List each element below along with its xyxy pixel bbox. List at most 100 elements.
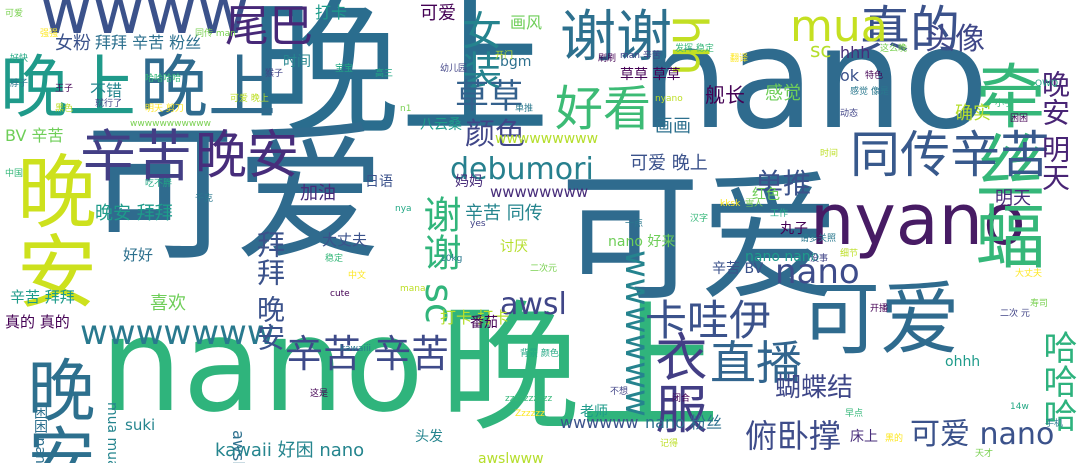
- cloud-word: 真的: [860, 1, 960, 59]
- cloud-word: 闭合: [672, 394, 691, 404]
- cloud-word: 老师: [580, 404, 608, 420]
- cloud-word: yes: [470, 219, 486, 229]
- cloud-word: nano nano: [745, 249, 820, 265]
- cloud-word: 明天: [995, 188, 1031, 209]
- cloud-word: 就行了: [95, 99, 123, 109]
- cloud-word: 二次元: [530, 264, 558, 274]
- cloud-word: 直播: [710, 336, 802, 390]
- cloud-word: wwwwwwww: [490, 183, 589, 201]
- cloud-word: 千克: [195, 194, 214, 204]
- cloud-word: 天才: [975, 449, 994, 459]
- cloud-word: 发挥 稳定: [675, 44, 714, 54]
- cloud-word: QWQ: [1035, 79, 1059, 89]
- cloud-word: 宝宝: [335, 64, 354, 74]
- cloud-word: 早点: [845, 409, 864, 419]
- cloud-word: 黑的: [885, 434, 904, 444]
- cloud-word: nano: [640, 0, 989, 161]
- cloud-word: 哈哈哈: [1037, 330, 1077, 432]
- cloud-word: kksk: [720, 199, 741, 209]
- cloud-word: 刷刷: [598, 54, 617, 64]
- cloud-word: 辛苦 拜拜: [10, 288, 75, 306]
- cloud-word: 晚上: [440, 288, 721, 451]
- cloud-word: 床上: [850, 429, 878, 445]
- cloud-word: 请多关照: [800, 234, 837, 244]
- cloud-word: 可爱 nano: [910, 417, 1055, 452]
- cloud-word: 好好: [123, 246, 154, 264]
- cloud-word: 可爱: [85, 108, 386, 282]
- cloud-word: 头像: [925, 22, 985, 57]
- cloud-word: sc: [810, 38, 832, 62]
- cloud-word: 头发: [415, 429, 443, 445]
- cloud-word: 强强: [40, 29, 59, 39]
- cloud-word: 困困: [1010, 114, 1029, 124]
- cloud-word: 真的 真的: [5, 313, 70, 331]
- cloud-word: 汉字: [690, 214, 709, 224]
- cloud-word: 10kg: [440, 254, 463, 264]
- cloud-word: 翻译: [730, 54, 749, 64]
- cloud-word: 14w: [1010, 402, 1029, 412]
- cloud-word: BV 辛苦: [5, 126, 64, 145]
- cloud-word: 草草: [455, 77, 523, 117]
- cloud-word: 小手: [995, 99, 1014, 109]
- cloud-word: nyano: [655, 94, 683, 104]
- cloud-word: 晚安 拜拜: [95, 203, 173, 224]
- cloud-word: 困困 nano: [32, 405, 48, 463]
- cloud-word: 加油: [300, 183, 336, 204]
- cloud-word: 拜拜 辛苦 粉丝: [95, 33, 202, 52]
- cloud-word: 晚安 明天: [1038, 70, 1071, 191]
- cloud-word: 晚上: [250, 0, 551, 157]
- cloud-word: 工作: [770, 209, 789, 219]
- cloud-word: ohhh: [945, 354, 981, 370]
- cloud-word: 俯卧撑: [745, 417, 842, 455]
- cloud-word: nano 粉丝: [645, 413, 722, 432]
- cloud-word: 辛苦 辛苦: [285, 332, 450, 376]
- cloud-word: 中文: [348, 271, 367, 281]
- cloud-word: 这么晚: [880, 44, 908, 54]
- cloud-word: mana: [400, 284, 426, 294]
- cloud-word: 辛苦: [950, 126, 1050, 184]
- cloud-word: 特色: [865, 71, 884, 81]
- cloud-word: 女粉: [55, 33, 91, 54]
- cloud-word: 可爱: [420, 3, 456, 24]
- cloud-word: nano: [775, 252, 860, 292]
- cloud-word: 细节: [840, 249, 859, 259]
- cloud-word: 蝴蝶结: [775, 373, 854, 403]
- cloud-word: 同传: [850, 126, 950, 184]
- cloud-word: nano: [100, 289, 424, 441]
- cloud-word: 打卡 打卡: [440, 308, 510, 327]
- cloud-word: nano 好来: [608, 234, 676, 250]
- cloud-word: nyano: [810, 179, 1026, 261]
- cloud-word: 这是: [310, 389, 329, 399]
- cloud-word: 晚安: [4, 150, 97, 310]
- cloud-word: awsl: [500, 287, 567, 322]
- cloud-word: 辛苦 BV: [712, 261, 764, 277]
- cloud-word: wwwwwwwwwww: [130, 119, 211, 129]
- cloud-word: 讨厌: [500, 239, 528, 255]
- cloud-word: 晚安: [195, 126, 300, 186]
- cloud-word: 草草 草草: [620, 67, 681, 83]
- cloud-word: 尾巴: [225, 1, 313, 52]
- cloud-word: 寿司: [1030, 299, 1049, 309]
- cloud-word: 确实: [955, 103, 991, 124]
- cloud-word: wwwwww: [617, 250, 657, 417]
- cloud-word: ok: [840, 66, 860, 85]
- cloud-word: 单推: [755, 167, 812, 200]
- cloud-word: 谢谢: [560, 5, 672, 70]
- cloud-word: 中国: [5, 169, 24, 179]
- cloud-word: man 辛苦: [620, 51, 661, 61]
- cloud-word: 晚安: [15, 355, 94, 463]
- cloud-word: 卡哇伊: [645, 296, 772, 345]
- cloud-word: 动态: [840, 109, 859, 119]
- cloud-word: 同传 man: [195, 29, 236, 39]
- cloud-word: 辛苦: [80, 125, 192, 190]
- cloud-word: 单推: [515, 104, 534, 114]
- cloud-word: hhh: [840, 43, 871, 62]
- cloud-word: 红色: [752, 187, 780, 203]
- cloud-word: 记得: [660, 439, 679, 449]
- cloud-word: 大丈夫: [1015, 269, 1043, 279]
- cloud-word: 明天 剪刀: [145, 104, 184, 114]
- cloud-word: 好看: [555, 81, 652, 137]
- cloud-word: debumori: [450, 152, 594, 187]
- cloud-word: mua: [790, 1, 888, 52]
